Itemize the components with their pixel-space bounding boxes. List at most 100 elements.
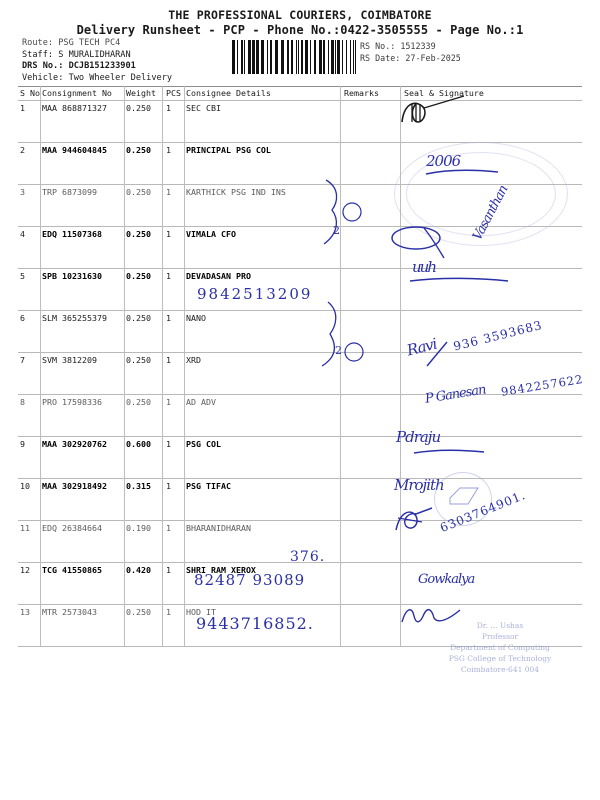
col-header-remarks: Remarks [344,88,379,98]
cell-pcs: 1 [166,565,171,575]
cell-weight: 0.250 [126,103,151,113]
table-gridline [18,562,582,563]
cell-consignee: BHARANIDHARAN [186,523,251,533]
cell-consignee: PRINCIPAL PSG COL [186,145,271,155]
col-header-consignment-no: Consignment No [42,88,112,98]
table-gridline [18,478,582,479]
table-gridline-vertical [124,86,125,646]
cell-sno: 2 [20,145,25,155]
table-row: 9 MAA 302920762 0.600 1 PSG COL [18,436,582,478]
cell-sno: 4 [20,229,25,239]
table-gridline [18,86,582,87]
col-header-pcs: PCS [166,88,181,98]
cell-consignment-no: MAA 302918492 [42,481,107,491]
cell-weight: 0.250 [126,145,151,155]
cell-consignee: DEVADASAN PRO [186,271,251,281]
cell-weight: 0.250 [126,187,151,197]
cell-consignment-no: SVM 3812209 [42,355,97,365]
table-gridline [18,520,582,521]
meta-staff: Staff: S MURALIDHARAN [22,49,131,60]
table-header-row: S No Consignment No Weight PCS Consignee… [18,86,582,100]
cell-consignment-no: PRO 17598336 [42,397,102,407]
table-gridline [18,352,582,353]
table-gridline [18,604,582,605]
runsheet-meta-left: Route: PSG TECH PC4 Staff: S MURALIDHARA… [22,38,172,84]
cell-weight: 0.600 [126,439,151,449]
meta-vehicle: Vehicle: Two Wheeler Delivery [22,72,173,83]
table-gridline [18,100,582,101]
cell-weight: 0.250 [126,397,151,407]
meta-rs-no: RS No.: 1512339 [360,41,436,51]
cell-pcs: 1 [166,271,171,281]
table-row: 6 SLM 365255379 0.250 1 NANO [18,310,582,352]
cell-sno: 13 [20,607,30,617]
col-header-consignee: Consignee Details [186,88,271,98]
cell-pcs: 1 [166,145,171,155]
col-header-weight: Weight [126,88,156,98]
cell-sno: 9 [20,439,25,449]
cell-consignment-no: MAA 302920762 [42,439,107,449]
cell-weight: 0.250 [126,355,151,365]
cell-consignee: VIMALA CFO [186,229,236,239]
cell-pcs: 1 [166,439,171,449]
cell-pcs: 1 [166,313,171,323]
stamp-line-4: PSG College of Technology [448,654,552,663]
table-row: 8 PRO 17598336 0.250 1 AD ADV [18,394,582,436]
cell-sno: 6 [20,313,25,323]
col-header-sno: S No [20,88,40,98]
cell-consignment-no: SPB 10231630 [42,271,102,281]
cell-consignee: HOD IT [186,607,216,617]
meta-rs-date: RS Date: 27-Feb-2025 [360,53,461,63]
table-gridline-vertical [162,86,163,646]
table-row: 10 MAA 302918492 0.315 1 PSG TIFAC [18,478,582,520]
barcode [232,40,356,74]
cell-sno: 5 [20,271,25,281]
page-subtitle: Delivery Runsheet - PCP - Phone No.:0422… [76,23,524,37]
table-gridline [18,142,582,143]
cell-sno: 7 [20,355,25,365]
cell-pcs: 1 [166,397,171,407]
table-row: 1 MAA 868871327 0.250 1 SEC CBI [18,100,582,142]
table-gridline-vertical [340,86,341,646]
cell-consignment-no: MTR 2573043 [42,607,97,617]
cell-sno: 8 [20,397,25,407]
table-row: 4 EDQ 11507368 0.250 1 VIMALA CFO [18,226,582,268]
cell-weight: 0.420 [126,565,151,575]
cell-pcs: 1 [166,523,171,533]
cell-pcs: 1 [166,607,171,617]
cell-consignee: KARTHICK PSG IND INS [186,187,286,197]
table-gridline-vertical [400,86,401,646]
cell-pcs: 1 [166,103,171,113]
cell-weight: 0.250 [126,271,151,281]
meta-drs-no: DRS No.: DCJB151233901 [22,61,136,72]
cell-sno: 12 [20,565,30,575]
cell-consignment-no: TCG 41550865 [42,565,102,575]
cell-consignee: SHRI RAM XEROX [186,565,256,575]
company-title: THE PROFESSIONAL COURIERS, COIMBATORE [168,8,432,22]
table-row: 3 TRP 6873099 0.250 1 KARTHICK PSG IND INS [18,184,582,226]
table-row: 7 SVM 3812209 0.250 1 XRD [18,352,582,394]
table-row: 11 EDQ 26384664 0.190 1 BHARANIDHARAN [18,520,582,562]
cell-weight: 0.250 [126,607,151,617]
cell-weight: 0.250 [126,229,151,239]
cell-consignee: PSG COL [186,439,221,449]
table-gridline [18,394,582,395]
meta-route: Route: PSG TECH PC4 [22,38,121,48]
table-gridline [18,310,582,311]
table-gridline [18,268,582,269]
cell-consignment-no: MAA 868871327 [42,103,107,113]
table-gridline-vertical [40,86,41,646]
cell-pcs: 1 [166,481,171,491]
cell-consignee: XRD [186,355,201,365]
table-gridline-vertical [184,86,185,646]
cell-consignment-no: TRP 6873099 [42,187,97,197]
cell-pcs: 1 [166,355,171,365]
cell-consignment-no: EDQ 11507368 [42,229,102,239]
col-header-seal-signature: Seal & Signature [404,88,484,98]
table-gridline [18,184,582,185]
cell-sno: 10 [20,481,30,491]
table-row: 5 SPB 10231630 0.250 1 DEVADASAN PRO [18,268,582,310]
cell-consignee: PSG TIFAC [186,481,231,491]
table-gridline [18,646,582,647]
